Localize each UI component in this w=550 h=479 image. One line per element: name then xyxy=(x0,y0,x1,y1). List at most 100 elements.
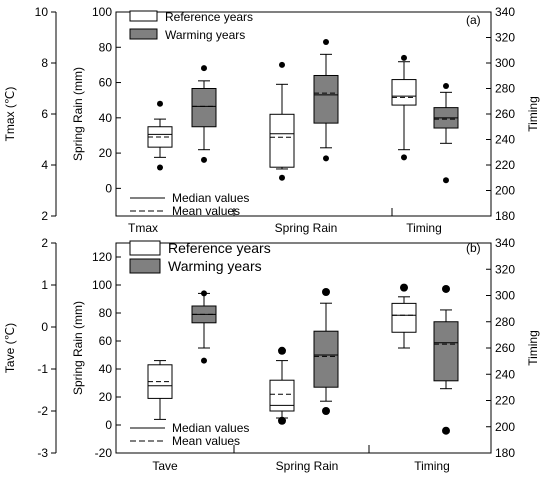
outlier-point xyxy=(201,290,207,297)
box-body xyxy=(433,321,459,382)
box-body xyxy=(313,74,339,124)
right-tick-label: 180 xyxy=(495,209,515,223)
reference-box-1 xyxy=(269,346,295,425)
right-tick-label: 340 xyxy=(495,236,515,250)
right-axis-title: Timing xyxy=(526,330,540,366)
reference-box-0 xyxy=(147,100,173,171)
inner-left-tick-label: -20 xyxy=(95,446,113,460)
legend-label: Reference years xyxy=(168,240,271,256)
warming-box-1 xyxy=(313,38,339,162)
outer-left-tick-label: -2 xyxy=(37,404,48,418)
box-body xyxy=(269,113,295,168)
warming-box-0 xyxy=(191,65,217,163)
legend-swatch xyxy=(129,28,158,40)
right-tick-label: 340 xyxy=(495,5,515,19)
category-label: Tave xyxy=(152,459,178,473)
right-tick-label: 240 xyxy=(495,133,515,147)
legend-swatch xyxy=(129,258,161,274)
outer-left-tick-label: 4 xyxy=(41,158,48,172)
legend-swatch xyxy=(129,240,161,256)
outlier-point xyxy=(323,155,329,162)
outlier-point xyxy=(279,61,285,68)
right-tick-label: 240 xyxy=(495,367,515,381)
reference-box-0 xyxy=(147,360,173,420)
inner-left-axis-title: Spring Rain (mm) xyxy=(71,301,85,395)
inner-left-tick-label: 60 xyxy=(99,76,113,90)
inner-left-tick-label: 40 xyxy=(99,111,113,125)
legend-label: Warming years xyxy=(165,28,245,42)
right-tick-label: 200 xyxy=(495,420,515,434)
reference-box-1 xyxy=(269,61,295,181)
legend-swatch xyxy=(129,10,158,22)
right-tick-label: 180 xyxy=(495,446,515,460)
right-tick-label: 220 xyxy=(495,158,515,172)
outlier-point xyxy=(401,54,407,61)
outer-left-tick-label: 6 xyxy=(41,107,48,121)
outlier-point xyxy=(401,154,407,161)
inner-left-tick-label: 20 xyxy=(99,146,113,160)
outlier-point xyxy=(442,284,450,293)
inner-left-tick-label: 40 xyxy=(99,362,113,376)
outer-left-tick-label: -1 xyxy=(37,362,48,376)
right-tick-label: 280 xyxy=(495,315,515,329)
category-label: Spring Rain xyxy=(276,459,339,473)
legend-label: Reference years xyxy=(165,10,253,24)
inner-left-tick-label: 100 xyxy=(92,278,112,292)
inner-left-tick-label: 80 xyxy=(99,306,113,320)
outlier-point xyxy=(279,174,285,181)
outer-left-tick-label: 1 xyxy=(41,278,48,292)
right-tick-label: 280 xyxy=(495,82,515,96)
legend-label: Warming years xyxy=(168,258,262,274)
outlier-point xyxy=(201,156,207,163)
right-axis-title: Timing xyxy=(526,96,540,132)
outer-left-tick-label: 2 xyxy=(41,209,48,223)
warming-box-2 xyxy=(433,82,459,184)
outlier-point xyxy=(278,416,286,425)
legend: Reference years Warming years xyxy=(129,240,271,274)
outlier-point xyxy=(323,38,329,45)
outlier-point xyxy=(157,100,163,107)
box-body xyxy=(269,379,295,412)
inner-left-axis-title: Spring Rain (mm) xyxy=(71,67,85,161)
median-legend-label: Median values xyxy=(172,191,249,205)
right-tick-label: 320 xyxy=(495,262,515,276)
right-tick-label: 300 xyxy=(495,289,515,303)
box-body xyxy=(191,88,217,128)
category-label: Timing xyxy=(406,221,442,235)
inner-left-tick-label: 120 xyxy=(92,250,112,264)
box-body xyxy=(391,302,417,333)
outlier-point xyxy=(322,288,330,296)
outlier-point xyxy=(157,164,163,171)
panel-label: (b) xyxy=(466,241,481,255)
panel-0: 2 4 6 8 10 Tmax (℃) 0 20 40 60 80 100 Spring Rain (m… xyxy=(3,5,540,235)
inner-left-tick-label: 80 xyxy=(99,40,113,54)
box-body xyxy=(313,330,339,388)
mean-legend-label: Mean values xyxy=(172,434,240,448)
outer-left-axis-title: Tave (℃) xyxy=(3,323,17,373)
right-tick-label: 320 xyxy=(495,31,515,45)
box-body xyxy=(391,79,417,106)
right-tick-label: 260 xyxy=(495,107,515,121)
inner-left-tick-label: 60 xyxy=(99,334,113,348)
outer-left-tick-label: -3 xyxy=(37,446,48,460)
median-legend-label: Median values xyxy=(172,421,249,435)
right-tick-label: 200 xyxy=(495,184,515,198)
warming-box-1 xyxy=(313,288,339,415)
outlier-point xyxy=(442,426,450,435)
inner-left-tick-label: 20 xyxy=(99,390,113,404)
right-tick-label: 220 xyxy=(495,394,515,408)
outlier-point xyxy=(201,357,207,364)
warming-box-2 xyxy=(433,284,459,435)
warming-box-0 xyxy=(191,290,217,364)
category-label: Spring Rain xyxy=(275,221,338,235)
outer-left-tick-label: 10 xyxy=(35,5,49,19)
reference-box-2 xyxy=(391,283,417,349)
panel-1: -3 -2 -1 0 1 2 Tave (℃) -20 0 20 40 60 80 100 120 Sprin… xyxy=(3,236,540,473)
outlier-point xyxy=(400,283,408,292)
outer-left-tick-label: 2 xyxy=(41,236,48,250)
outer-left-axis-title: Tmax (℃) xyxy=(3,87,17,142)
outlier-point xyxy=(278,346,286,355)
